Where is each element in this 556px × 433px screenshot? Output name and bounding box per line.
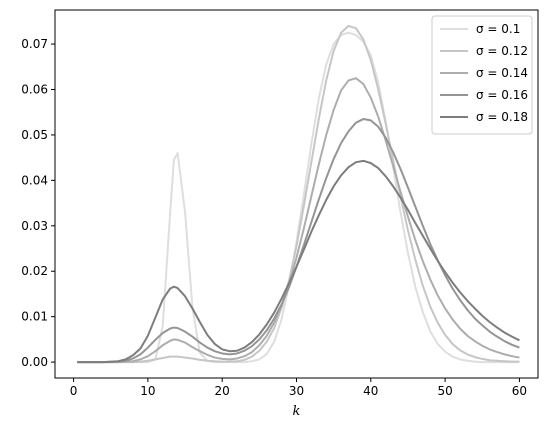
- x-tick-label: 30: [289, 384, 304, 398]
- legend-box: [431, 15, 533, 135]
- y-tick-label: 0.00: [21, 355, 48, 369]
- legend: σ = 0.1 σ = 0.12 σ = 0.14 σ = 0.16 σ = 0.18: [431, 15, 533, 135]
- y-tick-label: 0.05: [21, 128, 48, 142]
- y-tick-label: 0.01: [21, 310, 48, 324]
- legend-label-2: σ = 0.12: [476, 44, 528, 58]
- x-tick-label: 50: [437, 384, 452, 398]
- legend-label-5: σ = 0.18: [476, 110, 528, 124]
- series-layer: [77, 24, 520, 364]
- series-line-1: [77, 31, 520, 364]
- x-tick-label: 0: [70, 384, 78, 398]
- legend-label-4: σ = 0.16: [476, 88, 528, 102]
- y-tick-label: 0.04: [21, 173, 48, 187]
- series-line-5: [77, 159, 520, 364]
- x-tick-label: 10: [140, 384, 155, 398]
- x-tick-label: 60: [512, 384, 527, 398]
- series-line-4: [77, 118, 520, 364]
- y-tick-label: 0.07: [21, 37, 48, 51]
- x-tick-label: 20: [215, 384, 230, 398]
- y-tick-label: 0.02: [21, 264, 48, 278]
- x-axis-label: k: [293, 404, 301, 419]
- x-tick-label: 40: [363, 384, 378, 398]
- y-tick-label: 0.06: [21, 83, 48, 97]
- legend-label-3: σ = 0.14: [476, 66, 528, 80]
- ticks-layer: 0 10 20 30 40 50 60 0.00 0.01 0.02 0.03 0.04 0.05 0.0…: [21, 37, 527, 398]
- legend-label-1: σ = 0.1: [476, 22, 520, 36]
- y-tick-label: 0.03: [21, 219, 48, 233]
- series-line-3: [77, 77, 520, 364]
- plot-frame: [54, 9, 539, 379]
- series-line-2: [77, 24, 520, 364]
